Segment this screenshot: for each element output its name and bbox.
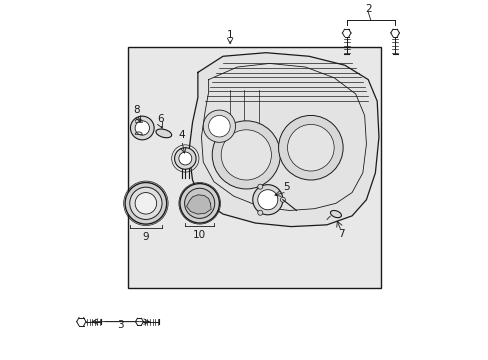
Text: 6: 6 xyxy=(157,114,163,124)
Circle shape xyxy=(180,184,219,223)
Circle shape xyxy=(287,125,333,171)
Bar xyxy=(128,47,380,288)
Text: 8: 8 xyxy=(133,105,140,115)
Circle shape xyxy=(208,116,230,137)
Circle shape xyxy=(179,152,191,165)
Polygon shape xyxy=(186,195,211,214)
Circle shape xyxy=(221,130,271,180)
Circle shape xyxy=(129,187,162,220)
Text: 4: 4 xyxy=(178,130,184,140)
Circle shape xyxy=(280,197,285,202)
Text: 2: 2 xyxy=(364,4,371,14)
Circle shape xyxy=(278,116,343,180)
Text: 5: 5 xyxy=(283,182,289,192)
Text: 3: 3 xyxy=(117,320,124,330)
Circle shape xyxy=(257,190,277,210)
Circle shape xyxy=(184,188,214,219)
Text: 1: 1 xyxy=(226,30,233,40)
Circle shape xyxy=(125,183,166,224)
Ellipse shape xyxy=(330,211,341,218)
Circle shape xyxy=(252,185,282,215)
Circle shape xyxy=(212,121,280,189)
Text: 9: 9 xyxy=(142,232,149,242)
Circle shape xyxy=(135,121,149,135)
Circle shape xyxy=(203,110,235,142)
Circle shape xyxy=(257,184,262,189)
Circle shape xyxy=(257,210,262,215)
Polygon shape xyxy=(188,53,378,226)
Circle shape xyxy=(135,193,156,214)
Text: 7: 7 xyxy=(337,229,344,239)
Ellipse shape xyxy=(156,129,171,138)
Circle shape xyxy=(174,148,196,169)
Circle shape xyxy=(130,116,154,140)
Text: 10: 10 xyxy=(193,230,206,239)
